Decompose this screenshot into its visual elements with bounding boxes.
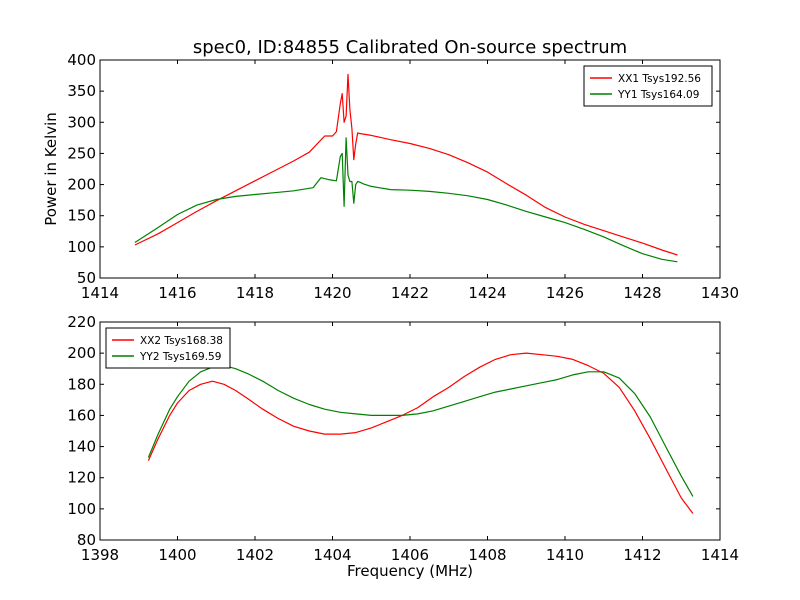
plot1-x-tick-label: 1416 — [158, 284, 196, 302]
plot1-series-line-1 — [134, 73, 678, 256]
plot1-series-line-2 — [134, 137, 678, 263]
plot1-y-tick-label: 200 — [67, 176, 96, 194]
plot2-legend-box — [105, 327, 231, 369]
bottom-spectrum-plot: 1398 1400 1402 1404 1406 1408 1410 1412 1414 80 10… — [67, 313, 739, 580]
plot2-x-tick-label: 1400 — [158, 546, 196, 564]
plot2-x-tick-label: 1404 — [313, 546, 351, 564]
plot2-y-tick-label: 100 — [67, 500, 96, 518]
plot1-x-tick-label: 1420 — [313, 284, 351, 302]
plot2-legend: XX2 Tsys168.38 YY2 Tsys169.59 — [105, 327, 231, 369]
top-spectrum-plot: 1414 1416 1418 1420 1422 1424 1426 1428 1430 50 10… — [42, 51, 739, 302]
plot1-y-tick-label: 100 — [67, 238, 96, 256]
plot2-y-tick-label: 80 — [77, 531, 96, 549]
plot1-y-tick-label: 250 — [67, 144, 96, 162]
plot1-legend: XX1 Tsys192.56 YY1 Tsys164.09 — [583, 65, 713, 107]
plot2-x-tick-label: 1406 — [391, 546, 429, 564]
plot2-x-tick-label: 1408 — [468, 546, 506, 564]
plot1-x-tick-label: 1424 — [468, 284, 506, 302]
plot2-x-tick-label: 1412 — [623, 546, 661, 564]
plot2-y-tick-label: 120 — [67, 469, 96, 487]
plot2-y-tick-label: 200 — [67, 344, 96, 362]
plot2-x-axis-label: Frequency (MHz) — [347, 562, 473, 580]
plot1-x-tick-label: 1426 — [546, 284, 584, 302]
figure-title: spec0, ID:84855 Calibrated On-source spe… — [193, 37, 627, 58]
plot2-y-tick-label: 140 — [67, 438, 96, 456]
plot1-legend-label: YY1 Tsys164.09 — [617, 89, 699, 101]
plot1-x-tick-label: 1430 — [701, 284, 739, 302]
plot2-y-tick-label: 160 — [67, 406, 96, 424]
plot2-x-tick-label: 1414 — [701, 546, 739, 564]
plot2-x-tick-label: 1410 — [546, 546, 584, 564]
plot1-legend-box — [583, 65, 713, 107]
plot2-legend-label: YY2 Tsys169.59 — [139, 351, 221, 363]
plot1-x-tick-label: 1428 — [623, 284, 661, 302]
plot1-x-tick-label: 1422 — [391, 284, 429, 302]
plot1-y-tick-label: 400 — [67, 51, 96, 69]
plot2-legend-label: XX2 Tsys168.38 — [140, 335, 223, 347]
plot1-y-tick-label: 300 — [67, 113, 96, 131]
plot2-x-tick-label: 1398 — [81, 546, 119, 564]
plot1-y-axis-label: Power in Kelvin — [42, 112, 60, 226]
plot1-legend-label: XX1 Tsys192.56 — [618, 73, 701, 85]
plot2-y-tick-label: 220 — [67, 313, 96, 331]
plot1-x-tick-label: 1414 — [81, 284, 119, 302]
plot2-y-tick-label: 180 — [67, 375, 96, 393]
plot1-y-tick-label: 50 — [77, 269, 96, 287]
plot1-y-tick-label: 150 — [67, 207, 96, 225]
plot1-x-tick-label: 1418 — [236, 284, 274, 302]
plot2-x-tick-label: 1402 — [236, 546, 274, 564]
plot1-y-tick-label: 350 — [67, 82, 96, 100]
